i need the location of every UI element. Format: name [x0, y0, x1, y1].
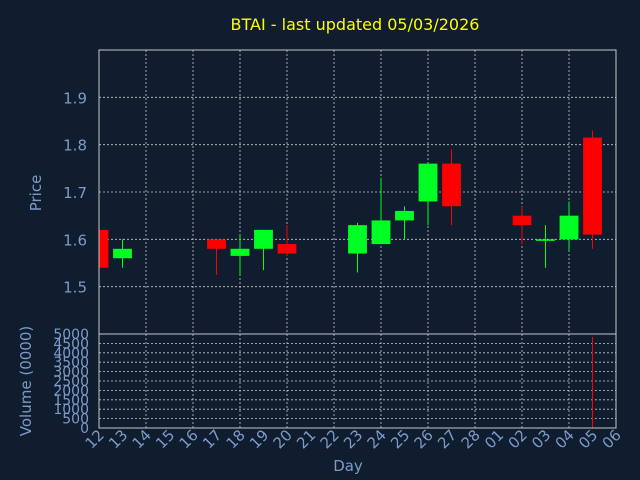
price-panel: 1.5 1.6 1.7 1.8 1.9 — [63, 49, 617, 335]
x-axis-label: Day — [333, 457, 363, 475]
x-tick-label: 28 — [458, 426, 484, 452]
candle-body — [348, 225, 367, 254]
volume-panel-frame — [98, 333, 617, 429]
volume-plot-area — [99, 334, 616, 428]
x-tick-label: 04 — [552, 426, 578, 452]
candle-body — [536, 239, 555, 241]
x-tick-label: 18 — [223, 426, 249, 452]
x-tick-label: 17 — [199, 426, 225, 452]
price-tick-label: 1.5 — [63, 279, 87, 297]
x-tick-label: 03 — [528, 426, 554, 452]
price-tick-label: 1.9 — [63, 89, 87, 107]
price-tick-label: 1.6 — [63, 231, 87, 249]
price-axis-label: Price — [27, 175, 45, 212]
candle-body — [254, 229, 273, 249]
candle-body — [207, 239, 226, 249]
volume-tick-label: 5000 — [53, 327, 89, 343]
volume-tick-label: 4500 — [53, 336, 89, 352]
price-plot-area — [99, 50, 616, 334]
candle-body — [230, 248, 250, 256]
candle-body — [512, 215, 532, 226]
x-tick-label: 02 — [505, 426, 531, 452]
volume-tick-label: 1000 — [53, 402, 89, 418]
volume-axis-label: Volume (0000) — [17, 326, 35, 436]
candle-body — [113, 248, 132, 259]
chart-title: BTAI - last updated 05/03/2026 — [231, 15, 480, 34]
x-tick-label: 20 — [270, 426, 296, 452]
volume-tick-label: 0 — [80, 421, 89, 437]
x-axis: 1213141516171819202122232425262728010203… — [82, 426, 625, 452]
x-tick-label: 13 — [105, 426, 131, 452]
x-tick-label: 01 — [481, 426, 507, 452]
x-tick-label: 14 — [129, 426, 155, 452]
x-tick-label: 16 — [176, 426, 202, 452]
candle-body — [418, 163, 438, 202]
volume-tick-label: 2500 — [53, 374, 89, 390]
volume-tick-label: 3000 — [53, 365, 89, 381]
x-tick-label: 06 — [599, 426, 625, 452]
x-tick-label: 21 — [293, 426, 319, 452]
x-tick-label: 24 — [364, 426, 390, 452]
volume-tick-label: 1500 — [53, 393, 89, 409]
candle-body — [559, 215, 579, 240]
x-tick-label: 26 — [411, 426, 437, 452]
candle-body — [395, 210, 414, 221]
candle-body — [371, 220, 391, 245]
candle-body — [583, 137, 602, 235]
price-tick-label: 1.7 — [63, 184, 87, 202]
candle-body — [99, 229, 109, 268]
volume-tick-label: 4000 — [53, 346, 89, 362]
candle-body — [442, 163, 461, 207]
x-tick-label: 27 — [434, 426, 460, 452]
volume-tick-label: 500 — [62, 412, 89, 428]
x-tick-label: 19 — [246, 426, 272, 452]
x-tick-label: 15 — [152, 426, 178, 452]
x-tick-label: 22 — [317, 426, 343, 452]
price-tick-label: 1.8 — [63, 137, 87, 155]
candle-body — [277, 244, 297, 254]
x-tick-label: 23 — [340, 426, 366, 452]
x-tick-label: 05 — [575, 426, 601, 452]
x-tick-label: 25 — [387, 426, 413, 452]
volume-tick-label: 2000 — [53, 383, 89, 399]
volume-tick-label: 3500 — [53, 355, 89, 371]
